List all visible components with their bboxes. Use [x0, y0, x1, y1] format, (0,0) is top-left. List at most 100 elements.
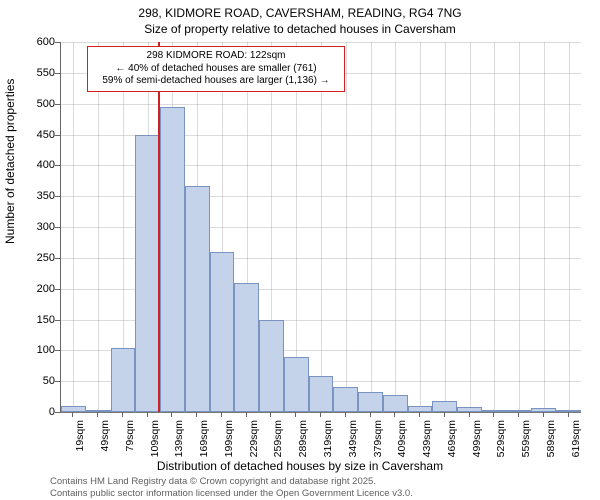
x-tick-label: 19sqm — [74, 420, 86, 460]
histogram-bar — [160, 107, 185, 412]
property-marker-line — [158, 42, 160, 412]
gridline-vertical — [494, 42, 495, 412]
y-tick — [55, 165, 60, 166]
x-tick-label: 289sqm — [297, 420, 309, 460]
x-tick — [394, 412, 395, 417]
x-tick-label: 529sqm — [495, 420, 507, 460]
x-tick-label: 259sqm — [272, 420, 284, 460]
footer-line2: Contains public sector information licen… — [50, 488, 413, 499]
histogram-bar — [333, 387, 358, 412]
x-tick — [270, 412, 271, 417]
x-tick — [345, 412, 346, 417]
x-tick — [221, 412, 222, 417]
y-tick-label: 350 — [15, 190, 55, 202]
x-tick — [419, 412, 420, 417]
y-tick — [55, 412, 60, 413]
x-tick — [97, 412, 98, 417]
y-tick-label: 50 — [15, 375, 55, 387]
chart-title-address: 298, KIDMORE ROAD, CAVERSHAM, READING, R… — [0, 6, 600, 20]
y-tick-label: 500 — [15, 98, 55, 110]
x-tick — [246, 412, 247, 417]
x-tick-label: 229sqm — [248, 420, 260, 460]
gridline-vertical — [346, 42, 347, 412]
gridline-vertical — [321, 42, 322, 412]
x-tick-label: 559sqm — [520, 420, 532, 460]
histogram-bar — [61, 406, 86, 412]
y-tick-label: 150 — [15, 314, 55, 326]
histogram-bar — [234, 283, 259, 413]
x-tick — [295, 412, 296, 417]
x-tick-label: 439sqm — [421, 420, 433, 460]
x-tick — [171, 412, 172, 417]
x-tick-label: 619sqm — [570, 420, 582, 460]
gridline-vertical — [98, 42, 99, 412]
annotation-line2: ← 40% of detached houses are smaller (76… — [115, 63, 316, 74]
x-tick-label: 139sqm — [173, 420, 185, 460]
histogram-bar — [383, 395, 408, 412]
gridline-vertical — [445, 42, 446, 412]
x-tick-label: 349sqm — [347, 420, 359, 460]
histogram-bar — [259, 320, 284, 413]
gridline-horizontal — [61, 412, 581, 413]
x-tick-label: 469sqm — [446, 420, 458, 460]
x-tick — [196, 412, 197, 417]
y-tick — [55, 258, 60, 259]
x-tick-label: 589sqm — [545, 420, 557, 460]
histogram-bar — [531, 408, 556, 412]
histogram-bar — [556, 410, 581, 412]
gridline-vertical — [371, 42, 372, 412]
y-tick-label: 600 — [15, 36, 55, 48]
gridline-vertical — [73, 42, 74, 412]
x-axis-label: Distribution of detached houses by size … — [0, 459, 600, 473]
y-tick-label: 400 — [15, 159, 55, 171]
y-tick-label: 200 — [15, 283, 55, 295]
y-tick-label: 300 — [15, 221, 55, 233]
y-tick — [55, 196, 60, 197]
histogram-bar — [358, 392, 383, 412]
x-tick-label: 409sqm — [396, 420, 408, 460]
x-tick — [469, 412, 470, 417]
histogram-bar — [284, 357, 309, 413]
y-tick — [55, 289, 60, 290]
histogram-bar — [457, 407, 482, 412]
y-tick — [55, 73, 60, 74]
y-tick-label: 550 — [15, 67, 55, 79]
histogram-bar — [210, 252, 235, 412]
histogram-bar — [309, 376, 334, 412]
gridline-vertical — [544, 42, 545, 412]
x-tick — [122, 412, 123, 417]
gridline-vertical — [420, 42, 421, 412]
annotation-callout: 298 KIDMORE ROAD: 122sqm ← 40% of detach… — [87, 46, 345, 92]
x-tick-label: 379sqm — [372, 420, 384, 460]
plot-area: 298 KIDMORE ROAD: 122sqm ← 40% of detach… — [60, 42, 581, 413]
x-tick — [543, 412, 544, 417]
histogram-bar — [185, 186, 210, 412]
x-tick-label: 319sqm — [322, 420, 334, 460]
y-tick-label: 0 — [15, 406, 55, 418]
annotation-line3: 59% of semi-detached houses are larger (… — [102, 75, 329, 86]
x-tick-label: 499sqm — [471, 420, 483, 460]
y-tick-label: 450 — [15, 129, 55, 141]
annotation-line1: 298 KIDMORE ROAD: 122sqm — [147, 50, 286, 61]
footer-line1: Contains HM Land Registry data © Crown c… — [50, 476, 376, 487]
y-tick — [55, 227, 60, 228]
histogram-bar — [432, 401, 457, 412]
gridline-vertical — [470, 42, 471, 412]
x-tick — [370, 412, 371, 417]
x-tick-label: 199sqm — [223, 420, 235, 460]
x-tick — [518, 412, 519, 417]
histogram-bar — [111, 348, 136, 412]
x-tick — [320, 412, 321, 417]
y-tick-label: 100 — [15, 344, 55, 356]
x-tick — [72, 412, 73, 417]
x-tick — [493, 412, 494, 417]
gridline-vertical — [519, 42, 520, 412]
y-tick — [55, 42, 60, 43]
x-tick-label: 169sqm — [198, 420, 210, 460]
y-tick-label: 250 — [15, 252, 55, 264]
x-tick — [147, 412, 148, 417]
gridline-vertical — [395, 42, 396, 412]
x-tick-label: 49sqm — [99, 420, 111, 460]
y-tick — [55, 320, 60, 321]
x-tick — [568, 412, 569, 417]
